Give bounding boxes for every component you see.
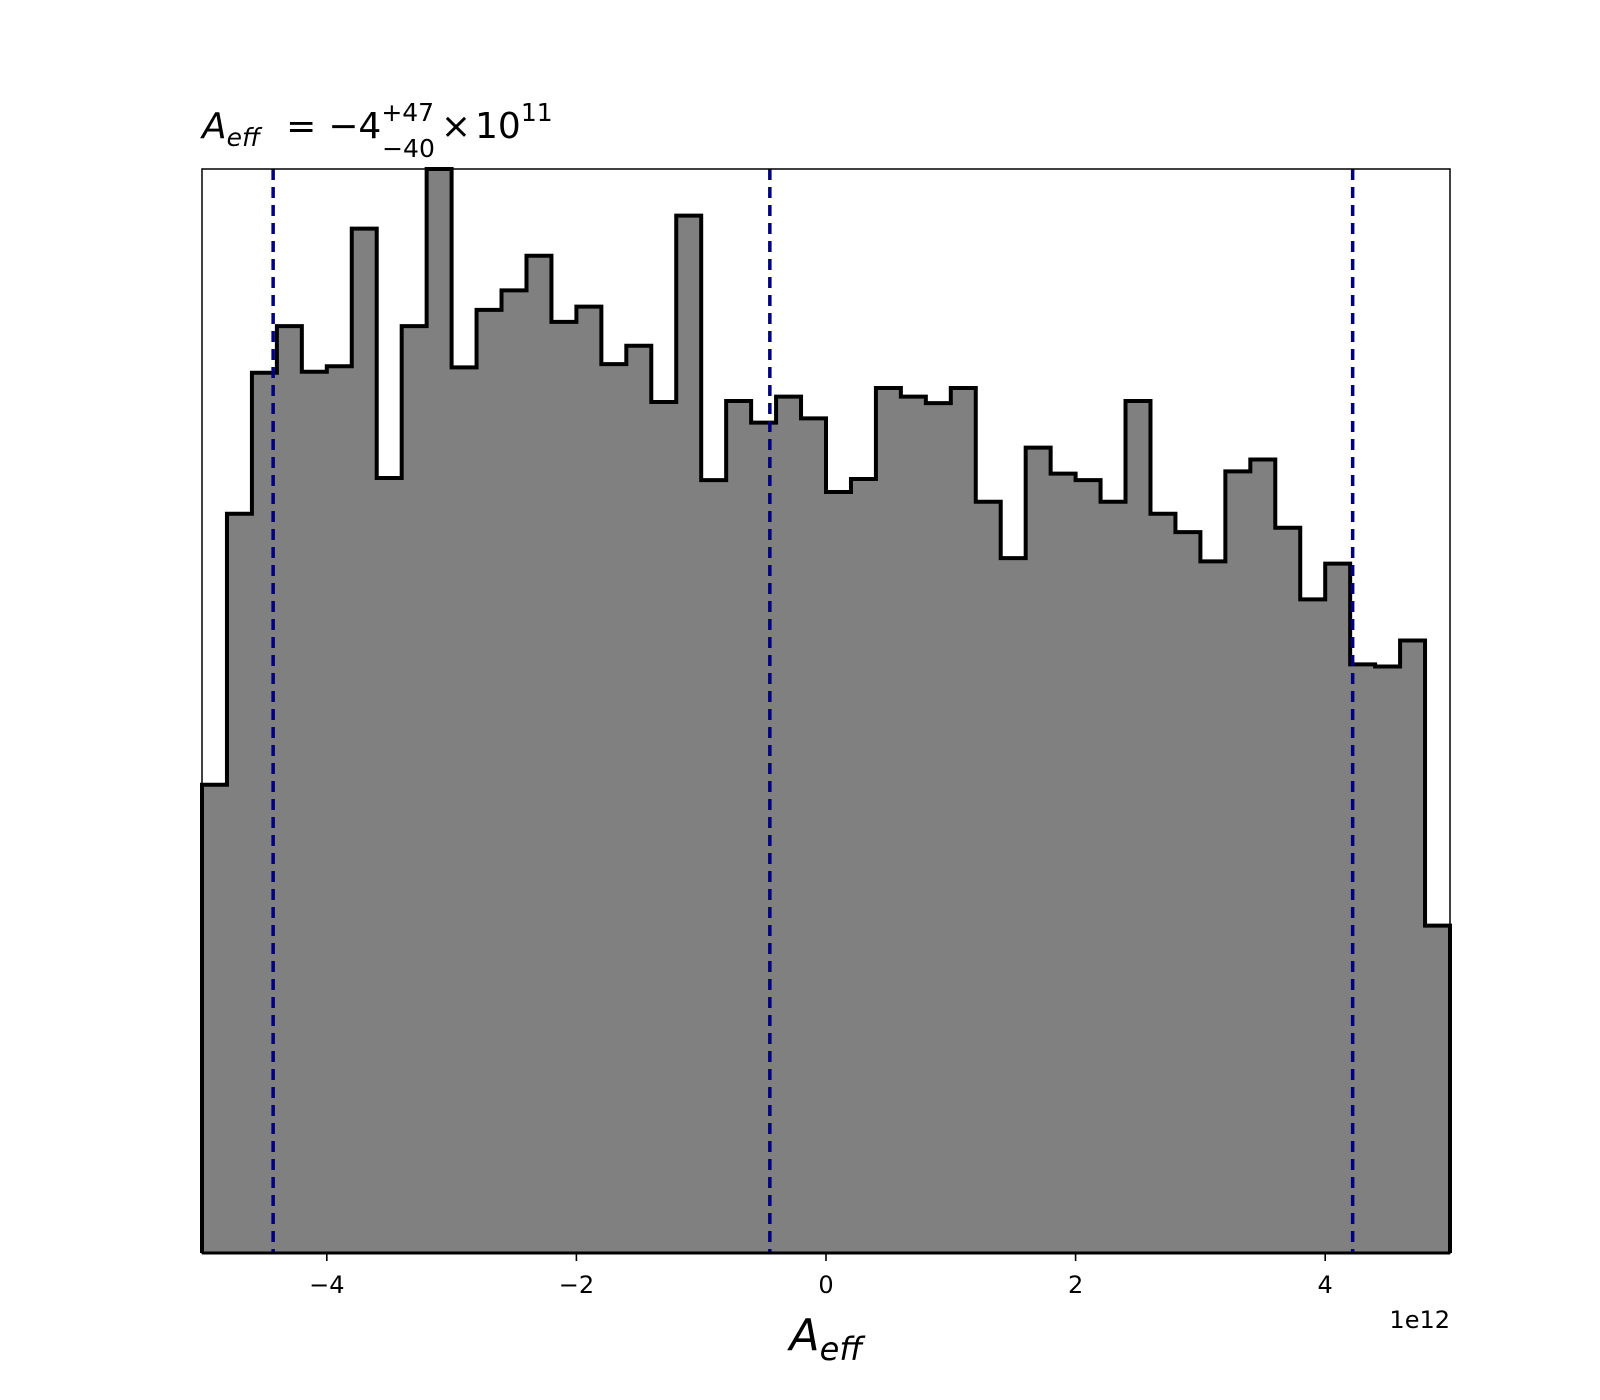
- histogram-bar: [1000, 558, 1027, 1253]
- histogram-bar: [1125, 400, 1152, 1253]
- histogram-bar: [801, 418, 827, 1253]
- histogram-outline: [200, 167, 1452, 1253]
- histogram-bar: [850, 479, 877, 1253]
- x-tick-label: −2: [559, 1271, 594, 1299]
- x-axis-label: Aeff: [787, 1310, 867, 1368]
- histogram-bar: [1400, 640, 1426, 1253]
- histogram-bar: [826, 492, 852, 1254]
- histogram-bar: [1350, 664, 1376, 1253]
- histogram-bar: [1325, 563, 1351, 1253]
- x-tick-label: 0: [818, 1271, 833, 1299]
- histogram-bar: [875, 387, 902, 1253]
- x-tick-label: −4: [309, 1271, 344, 1299]
- x-axis-offset-text: 1e12: [1389, 1306, 1450, 1334]
- histogram-bar: [776, 396, 802, 1253]
- histogram-bar: [1050, 473, 1077, 1253]
- histogram-bar: [1250, 459, 1276, 1254]
- histogram-bar: [526, 255, 553, 1254]
- histogram-bar: [326, 366, 353, 1254]
- histogram-bar: [651, 402, 677, 1253]
- histogram-bar: [1200, 561, 1226, 1253]
- histogram-bar: [451, 367, 478, 1253]
- histogram-bar: [626, 345, 652, 1253]
- histogram-bar: [376, 477, 403, 1253]
- histogram-bar: [226, 513, 253, 1253]
- chart-title: Aeff = −4+47 −40× 1011: [200, 98, 553, 163]
- x-tick-label: 2: [1068, 1271, 1083, 1299]
- histogram-bar: [202, 784, 228, 1253]
- histogram-bar: [676, 215, 702, 1253]
- histogram-bar: [900, 396, 927, 1253]
- histogram-bar: [276, 326, 303, 1253]
- histogram-bar: [301, 371, 328, 1253]
- histogram-bar: [401, 326, 428, 1253]
- histogram-bar: [1425, 925, 1451, 1253]
- histogram-bar: [1300, 599, 1326, 1253]
- histogram-bar: [601, 364, 627, 1253]
- histogram-bar: [1375, 666, 1401, 1253]
- histogram-bar: [351, 228, 378, 1253]
- histogram-bar: [426, 169, 453, 1253]
- histogram-bar: [925, 403, 952, 1253]
- x-tick-label: 4: [1318, 1271, 1333, 1299]
- histogram-bar: [1100, 501, 1127, 1254]
- histogram-bar: [726, 400, 752, 1253]
- histogram-bar: [1150, 513, 1177, 1253]
- histogram-bar: [1075, 480, 1102, 1253]
- x-axis-ticks: −4 −2 0 2 4: [309, 1253, 1333, 1299]
- histogram-bar: [1025, 447, 1052, 1253]
- histogram-bar: [476, 309, 503, 1253]
- histogram-bar: [251, 372, 278, 1253]
- histogram-bar: [975, 501, 1002, 1254]
- histogram-bar: [1225, 471, 1251, 1253]
- title-text: Aeff = −4+47 −40× 1011: [200, 98, 553, 163]
- histogram-bar: [576, 306, 602, 1254]
- histogram-bar: [501, 290, 528, 1254]
- histogram-bar: [701, 480, 727, 1253]
- histogram-bar: [1275, 527, 1301, 1253]
- histogram-bar: [551, 321, 577, 1253]
- histogram-bar: [950, 387, 977, 1253]
- histogram-bar: [1175, 532, 1201, 1253]
- histogram-bar: [751, 422, 777, 1253]
- plot-area: [200, 167, 1452, 1255]
